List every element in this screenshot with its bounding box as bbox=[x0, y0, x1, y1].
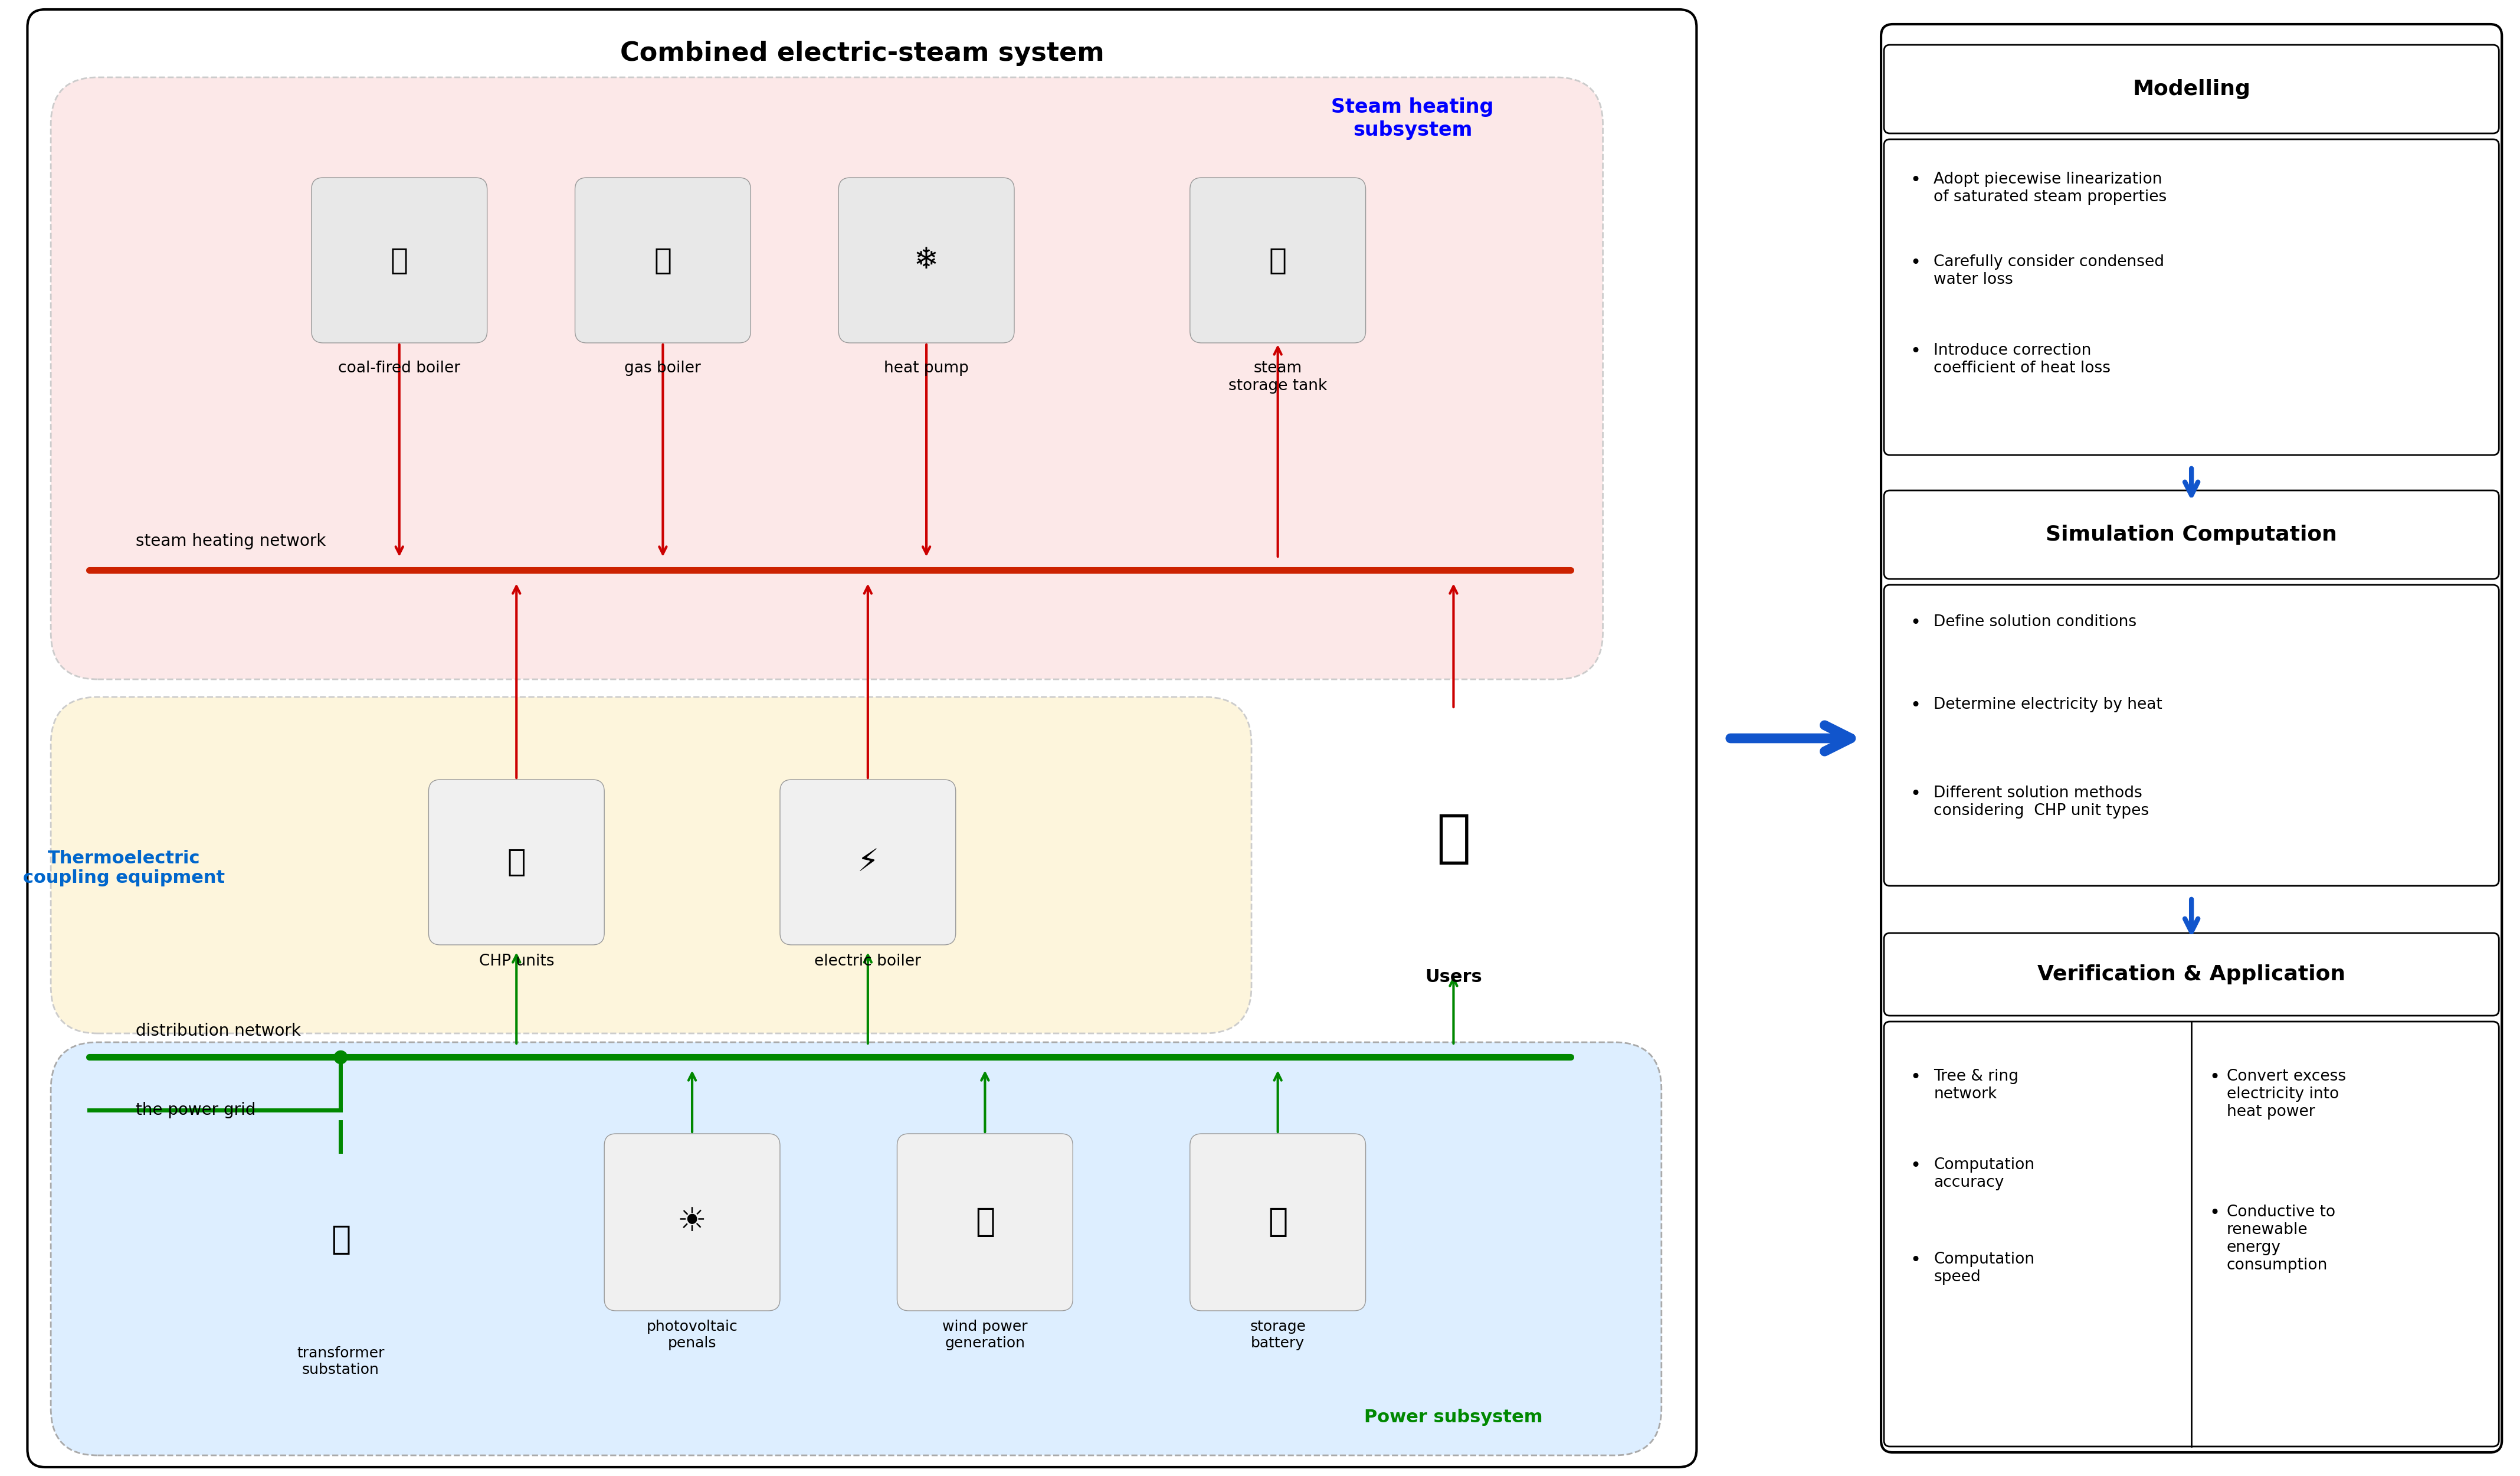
Text: 🛢️: 🛢️ bbox=[1270, 246, 1288, 275]
Text: 💨: 💨 bbox=[975, 1206, 995, 1238]
Text: Thermoelectric
coupling equipment: Thermoelectric coupling equipment bbox=[23, 850, 224, 887]
FancyBboxPatch shape bbox=[1880, 24, 2502, 1452]
Text: 🏭: 🏭 bbox=[507, 847, 527, 878]
FancyBboxPatch shape bbox=[605, 1134, 781, 1311]
Text: CHP units: CHP units bbox=[479, 953, 554, 970]
Text: Steam heating
subsystem: Steam heating subsystem bbox=[1331, 97, 1494, 140]
Text: coal-fired boiler: coal-fired boiler bbox=[338, 360, 461, 376]
FancyBboxPatch shape bbox=[1885, 584, 2500, 886]
FancyBboxPatch shape bbox=[28, 9, 1696, 1467]
FancyBboxPatch shape bbox=[50, 1042, 1661, 1455]
Text: distribution network: distribution network bbox=[136, 1023, 300, 1039]
Text: 🏢: 🏢 bbox=[1436, 812, 1472, 866]
Text: Adopt piecewise linearization
of saturated steam properties: Adopt piecewise linearization of saturat… bbox=[1933, 171, 2167, 205]
FancyBboxPatch shape bbox=[312, 177, 486, 342]
Text: gas boiler: gas boiler bbox=[625, 360, 701, 376]
FancyBboxPatch shape bbox=[50, 77, 1603, 679]
Text: Conductive to
renewable
energy
consumption: Conductive to renewable energy consumpti… bbox=[2228, 1204, 2336, 1272]
Text: ☀️: ☀️ bbox=[678, 1206, 706, 1238]
Text: •: • bbox=[1910, 254, 1920, 272]
Text: 🔋: 🔋 bbox=[1268, 1206, 1288, 1238]
FancyBboxPatch shape bbox=[1885, 44, 2500, 133]
Text: Computation
accuracy: Computation accuracy bbox=[1933, 1157, 2034, 1190]
FancyBboxPatch shape bbox=[897, 1134, 1074, 1311]
FancyBboxPatch shape bbox=[575, 177, 751, 342]
Text: Simulation Computation: Simulation Computation bbox=[2046, 524, 2336, 545]
Text: storage
battery: storage battery bbox=[1250, 1320, 1305, 1351]
Text: electric boiler: electric boiler bbox=[814, 953, 922, 970]
Text: •: • bbox=[2210, 1069, 2220, 1086]
Text: •: • bbox=[2210, 1204, 2220, 1222]
Text: 🏭: 🏭 bbox=[655, 246, 673, 275]
Text: Determine electricity by heat: Determine electricity by heat bbox=[1933, 697, 2162, 713]
Text: steam heating network: steam heating network bbox=[136, 533, 325, 549]
Text: wind power
generation: wind power generation bbox=[942, 1320, 1028, 1351]
Text: Computation
speed: Computation speed bbox=[1933, 1252, 2034, 1284]
Text: Define solution conditions: Define solution conditions bbox=[1933, 614, 2137, 630]
Text: •: • bbox=[1910, 342, 1920, 360]
Text: •: • bbox=[1910, 785, 1920, 803]
Text: •: • bbox=[1910, 1157, 1920, 1175]
FancyBboxPatch shape bbox=[1885, 1021, 2500, 1446]
Text: heat pump: heat pump bbox=[885, 360, 968, 376]
FancyBboxPatch shape bbox=[839, 177, 1013, 342]
FancyBboxPatch shape bbox=[781, 779, 955, 945]
Text: •: • bbox=[1910, 1069, 1920, 1086]
Text: Different solution methods
considering  CHP unit types: Different solution methods considering C… bbox=[1933, 785, 2150, 819]
Text: Verification & Application: Verification & Application bbox=[2036, 964, 2346, 984]
Text: •: • bbox=[1910, 614, 1920, 632]
Text: Tree & ring
network: Tree & ring network bbox=[1933, 1069, 2019, 1103]
Text: 🗼: 🗼 bbox=[330, 1224, 350, 1256]
FancyBboxPatch shape bbox=[1189, 177, 1366, 342]
Text: Combined electric-steam system: Combined electric-steam system bbox=[620, 41, 1104, 66]
Text: the power grid: the power grid bbox=[136, 1103, 257, 1119]
Text: Introduce correction
coefficient of heat loss: Introduce correction coefficient of heat… bbox=[1933, 342, 2112, 376]
FancyBboxPatch shape bbox=[1885, 490, 2500, 579]
Text: ⚡: ⚡ bbox=[857, 847, 879, 878]
Text: •: • bbox=[1910, 697, 1920, 714]
Text: •: • bbox=[1910, 1252, 1920, 1269]
FancyBboxPatch shape bbox=[1189, 1134, 1366, 1311]
Text: Users: Users bbox=[1424, 968, 1482, 986]
Text: 🏭: 🏭 bbox=[391, 246, 408, 275]
Text: photovoltaic
penals: photovoltaic penals bbox=[648, 1320, 738, 1351]
Text: Convert excess
electricity into
heat power: Convert excess electricity into heat pow… bbox=[2228, 1069, 2346, 1119]
FancyBboxPatch shape bbox=[1885, 933, 2500, 1015]
Text: Modelling: Modelling bbox=[2132, 80, 2250, 99]
Text: steam
storage tank: steam storage tank bbox=[1227, 360, 1328, 394]
FancyBboxPatch shape bbox=[50, 697, 1252, 1033]
Text: Carefully consider condensed
water loss: Carefully consider condensed water loss bbox=[1933, 254, 2165, 288]
Text: transformer
substation: transformer substation bbox=[297, 1346, 386, 1377]
Text: •: • bbox=[1910, 171, 1920, 189]
FancyBboxPatch shape bbox=[1885, 139, 2500, 455]
FancyBboxPatch shape bbox=[428, 779, 605, 945]
Text: ❄️: ❄️ bbox=[915, 246, 940, 275]
Text: Power subsystem: Power subsystem bbox=[1363, 1408, 1542, 1426]
